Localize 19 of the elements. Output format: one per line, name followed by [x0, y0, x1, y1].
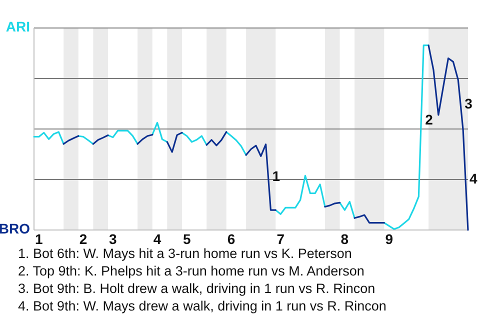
x-tick-label: 1 [35, 231, 44, 247]
x-tick-label: 5 [182, 231, 191, 247]
text: 2. Top 9th: K. Phelps hit a 3-run home run vs M. Anderson [18, 264, 364, 278]
x-tick-label: 3 [109, 231, 118, 247]
x-tick-label: 8 [340, 231, 349, 247]
x-tick-label: 7 [276, 231, 285, 247]
annotation: 1 [272, 168, 280, 184]
annotation: 2 [425, 112, 434, 128]
x-tick-label: 6 [227, 231, 236, 247]
x-tick-label: 9 [385, 231, 394, 247]
text: 3. Bot 9th: B. Holt drew a walk, driving in 1 run vs R. Rincon [18, 281, 376, 296]
text: 4 [470, 170, 478, 187]
x-tick-label: 2 [79, 231, 88, 247]
text: BRO [0, 220, 30, 237]
x-tick-label: 4 [153, 231, 162, 247]
text: ARI [6, 18, 30, 35]
text: 1. Bot 6th: W. Mays hit a 3-run home run vs K. Peterson [18, 246, 352, 261]
text: 4. Bot 9th: W. Mays drew a walk, driving in 1 run vs R. Rincon [18, 298, 386, 314]
annotation: 3 [464, 96, 473, 112]
